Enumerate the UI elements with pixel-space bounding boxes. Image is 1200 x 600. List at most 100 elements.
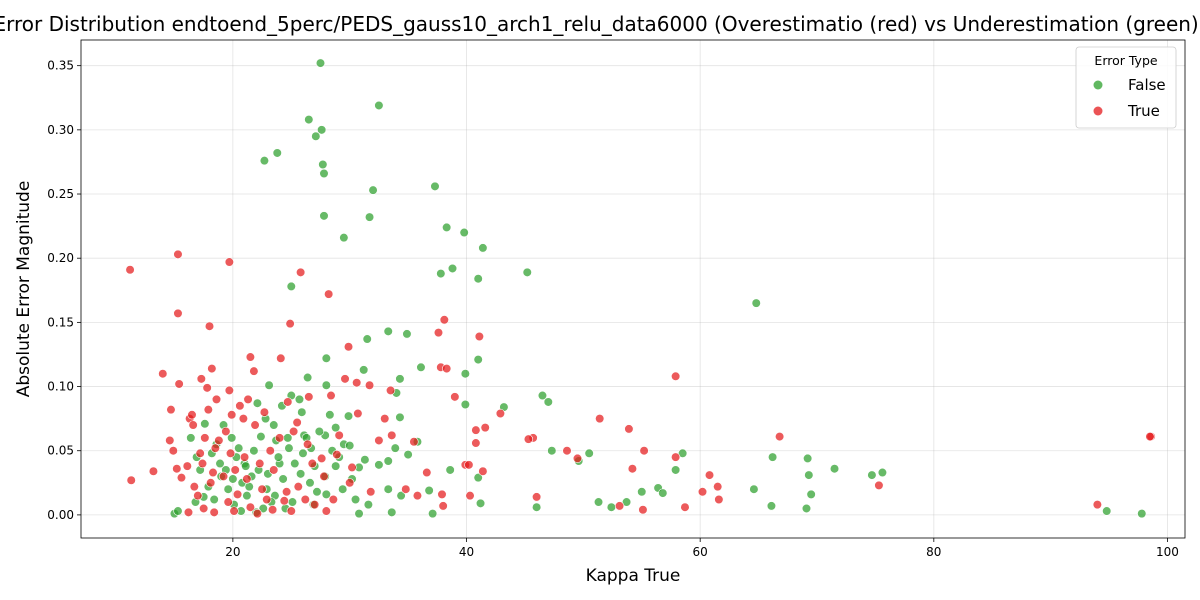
- data-point-true: [158, 369, 168, 379]
- data-point-true: [203, 405, 213, 415]
- data-point-false: [374, 460, 384, 470]
- data-point-true: [465, 491, 475, 501]
- data-point-false: [331, 461, 341, 471]
- y-axis-title: Absolute Error Magnitude: [14, 181, 34, 398]
- data-point-true: [614, 501, 625, 511]
- data-point-false: [804, 470, 814, 480]
- data-point-false: [383, 484, 393, 494]
- data-point-false: [658, 488, 668, 498]
- data-point-true: [173, 249, 183, 259]
- data-point-true: [262, 494, 272, 505]
- data-point-true: [387, 430, 397, 440]
- data-point-true: [713, 482, 723, 492]
- data-point-false: [315, 58, 326, 68]
- data-point-false: [593, 497, 604, 507]
- data-point-false: [298, 448, 308, 458]
- data-point-false: [331, 423, 341, 433]
- data-point-true: [422, 467, 432, 478]
- data-point-false: [396, 491, 406, 501]
- data-point-false: [269, 420, 279, 430]
- data-point-true: [292, 417, 302, 428]
- x-tick-label: 100: [1156, 545, 1179, 559]
- data-point-false: [428, 509, 438, 519]
- data-point-false: [244, 482, 254, 492]
- data-point-false: [242, 491, 252, 501]
- data-point-true: [249, 366, 259, 376]
- data-point-true: [401, 484, 411, 494]
- data-point-true: [680, 502, 690, 512]
- data-point-true: [304, 392, 314, 402]
- data-point-false: [319, 168, 329, 179]
- data-point-true: [300, 494, 310, 505]
- y-tick-label: 0.20: [47, 251, 74, 265]
- data-point-true: [283, 397, 293, 407]
- plot-frame: [80, 39, 1186, 539]
- data-point-false: [314, 426, 324, 437]
- data-point-true: [296, 267, 306, 277]
- data-point-true: [409, 437, 419, 447]
- data-point-true: [471, 438, 481, 448]
- data-point-true: [172, 464, 182, 474]
- data-point-true: [450, 392, 460, 402]
- data-point-false: [297, 407, 307, 417]
- data-point-true: [442, 363, 452, 374]
- data-point-true: [238, 414, 248, 424]
- data-point-true: [532, 492, 542, 502]
- data-point-true: [245, 352, 255, 362]
- data-point-false: [442, 222, 452, 232]
- data-point-true: [474, 331, 484, 342]
- data-point-true: [174, 379, 184, 389]
- data-point-true: [202, 383, 212, 393]
- data-point-true: [478, 466, 488, 476]
- data-point-false: [311, 131, 321, 141]
- x-axis: 20 40 60 80 100: [225, 538, 1179, 559]
- data-point-false: [768, 452, 778, 462]
- data-point-true: [265, 446, 275, 456]
- data-point-false: [228, 474, 238, 484]
- data-point-true: [437, 489, 447, 499]
- data-point-false: [339, 233, 349, 243]
- data-point-true: [200, 433, 210, 443]
- data-point-false: [360, 455, 370, 465]
- data-point-true: [714, 494, 724, 505]
- data-point-false: [350, 494, 361, 505]
- data-point-true: [259, 407, 270, 417]
- data-point-false: [364, 212, 375, 222]
- y-tick-label: 0.00: [47, 508, 74, 522]
- data-point-false: [803, 453, 813, 464]
- data-point-false: [436, 268, 446, 279]
- data-point-false: [766, 501, 777, 511]
- data-point-true: [229, 506, 239, 516]
- data-point-true: [572, 453, 583, 464]
- data-point-true: [704, 470, 715, 480]
- data-point-true: [303, 439, 313, 449]
- data-point-false: [867, 470, 877, 480]
- data-point-true: [671, 371, 681, 381]
- data-point-true: [242, 474, 252, 484]
- data-point-true: [374, 435, 384, 446]
- data-point-true: [286, 506, 296, 516]
- data-point-true: [1145, 432, 1155, 442]
- data-point-true: [289, 426, 299, 437]
- data-point-true: [523, 434, 534, 444]
- data-point-false: [532, 502, 542, 512]
- data-point-false: [606, 502, 616, 512]
- data-point-true: [252, 509, 263, 519]
- data-point-true: [206, 478, 216, 488]
- data-point-false: [354, 509, 364, 519]
- data-point-true: [125, 265, 135, 275]
- data-point-true: [235, 401, 245, 411]
- data-point-true: [307, 458, 317, 469]
- data-point-true: [204, 321, 215, 331]
- data-point-true: [639, 446, 649, 456]
- data-point-true: [671, 452, 681, 462]
- data-point-true: [562, 446, 572, 456]
- x-tick-label: 80: [926, 545, 941, 559]
- data-point-false: [258, 503, 268, 514]
- data-point-false: [584, 448, 594, 458]
- data-point-true: [269, 465, 279, 475]
- data-point-false: [264, 380, 274, 390]
- data-point-false: [278, 474, 288, 484]
- data-point-true: [366, 487, 376, 497]
- data-point-true: [276, 353, 286, 363]
